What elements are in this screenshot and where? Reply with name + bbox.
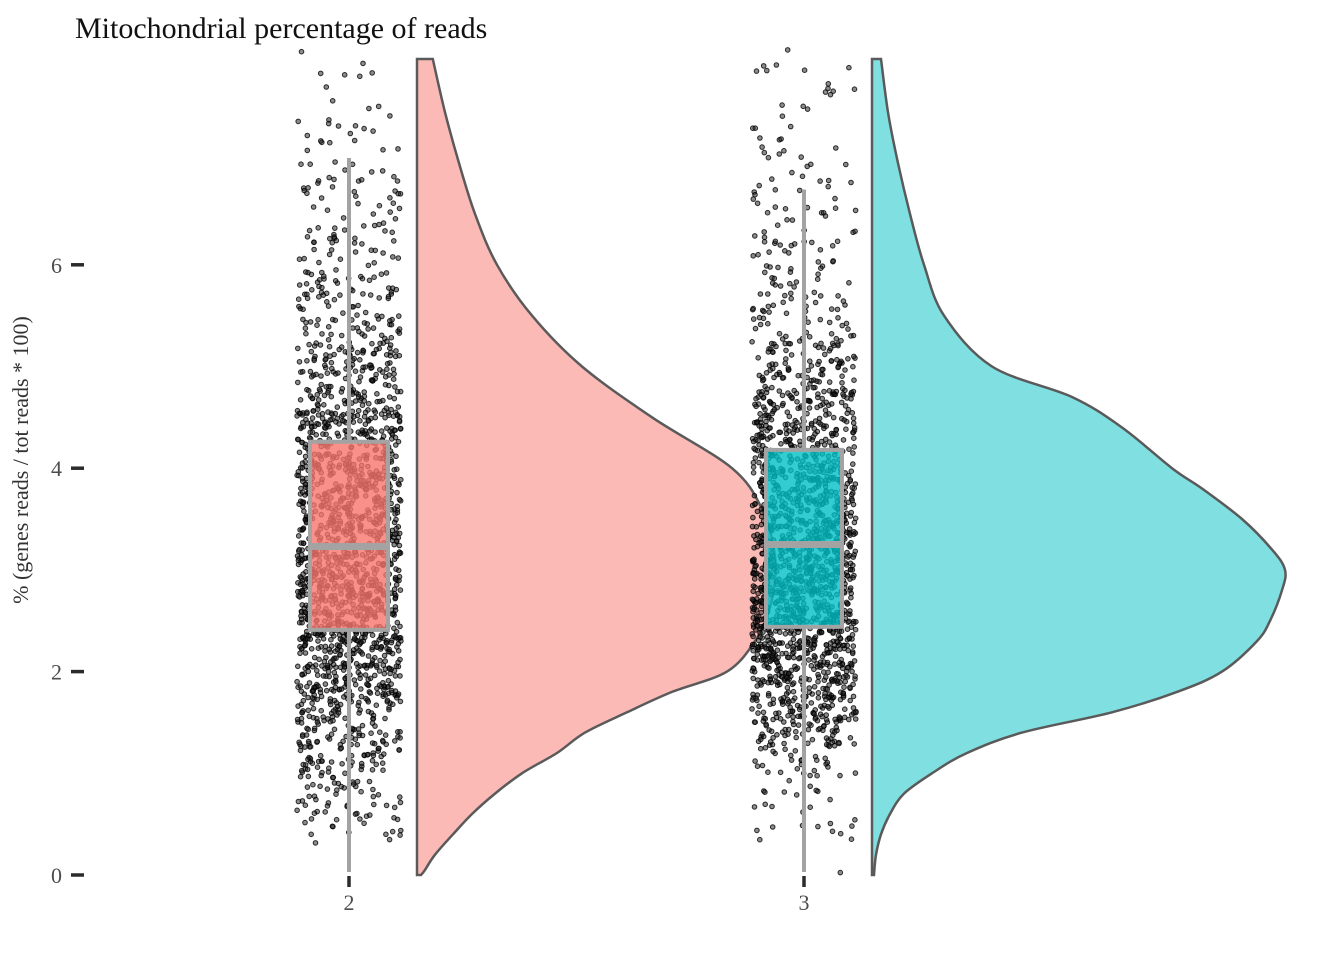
y-axis-tick-label: 4 [51,456,62,481]
violins-layer [415,57,1287,877]
y-axis-tick-label: 6 [51,253,62,278]
y-axis-tick [71,873,84,877]
boxplots-layer [308,158,844,872]
y-axis-tick [71,263,84,267]
y-axis-tick-label: 2 [51,660,62,685]
x-axis-tick [347,876,351,887]
x-axis-tick-label: 2 [344,890,355,915]
y-axis-tick-label: 0 [51,863,62,888]
y-axis-label: % (genes reads / tot reads * 100) [8,316,33,604]
y-axis-tick [71,466,84,470]
iqr-box [764,447,844,629]
violin-group-2 [415,57,777,877]
violin-group-3 [870,57,1287,877]
x-axis-tick-label: 3 [799,890,810,915]
boxplot-group-2 [308,158,390,872]
iqr-box [308,439,390,632]
chart-title: Mitochondrial percentage of reads [75,12,487,45]
y-axis-tick [71,669,84,674]
axes-layer: 0 2 4 6 2 3 [51,253,810,915]
x-axis-tick [802,876,806,887]
boxplot-group-3 [764,189,844,872]
